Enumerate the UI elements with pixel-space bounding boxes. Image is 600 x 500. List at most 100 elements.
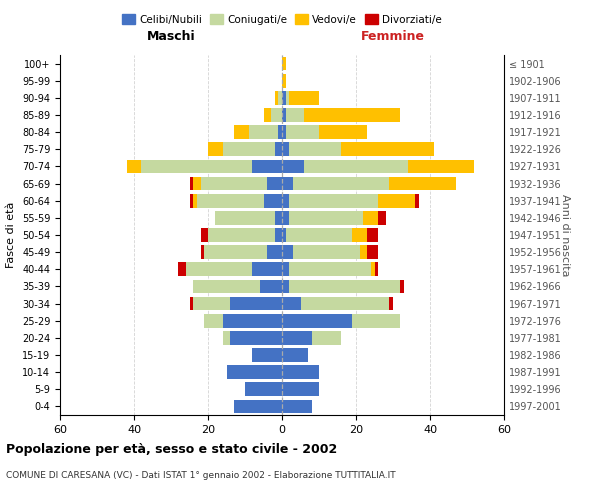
Bar: [127, 160, 142, 173]
Bar: [200, 228, 208, 242]
Text: COMUNE DI CARESANA (VC) - Dati ISTAT 1° gennaio 2002 - Elaborazione TUTTITALIA.I: COMUNE DI CARESANA (VC) - Dati ISTAT 1° …: [6, 471, 395, 480]
Bar: [230, 331, 282, 344]
Bar: [301, 296, 389, 310]
Bar: [200, 246, 204, 259]
Bar: [319, 126, 367, 139]
Bar: [178, 262, 186, 276]
Bar: [367, 246, 378, 259]
Bar: [282, 176, 293, 190]
Bar: [289, 280, 400, 293]
Bar: [190, 194, 193, 207]
Bar: [289, 194, 378, 207]
Legend: Celibi/Nubili, Coniugati/e, Vedovi/e, Divorziati/e: Celibi/Nubili, Coniugati/e, Vedovi/e, Di…: [118, 10, 446, 29]
Bar: [378, 211, 386, 224]
Bar: [200, 176, 267, 190]
Bar: [223, 314, 282, 328]
Bar: [223, 331, 230, 344]
Bar: [282, 160, 304, 173]
Bar: [275, 211, 282, 224]
Bar: [253, 160, 282, 173]
Bar: [415, 194, 419, 207]
Bar: [282, 228, 286, 242]
Bar: [364, 211, 378, 224]
Bar: [389, 176, 456, 190]
Bar: [352, 314, 400, 328]
Bar: [282, 314, 352, 328]
Bar: [275, 91, 278, 104]
Y-axis label: Fasce di età: Fasce di età: [7, 202, 16, 268]
Bar: [389, 296, 393, 310]
Bar: [275, 142, 282, 156]
Bar: [282, 74, 286, 88]
Bar: [289, 91, 319, 104]
Bar: [367, 228, 378, 242]
Bar: [282, 366, 319, 379]
Text: Maschi: Maschi: [146, 30, 196, 43]
Bar: [400, 280, 404, 293]
Bar: [352, 228, 367, 242]
Bar: [360, 246, 367, 259]
Bar: [142, 160, 253, 173]
Bar: [223, 142, 275, 156]
Text: Popolazione per età, sesso e stato civile - 2002: Popolazione per età, sesso e stato civil…: [6, 442, 337, 456]
Bar: [193, 194, 197, 207]
Bar: [263, 194, 282, 207]
Bar: [193, 176, 200, 190]
Bar: [286, 126, 319, 139]
Bar: [190, 296, 193, 310]
Bar: [282, 56, 286, 70]
Bar: [278, 91, 282, 104]
Bar: [193, 296, 230, 310]
Bar: [311, 331, 341, 344]
Bar: [282, 91, 286, 104]
Bar: [282, 194, 289, 207]
Bar: [230, 296, 282, 310]
Bar: [190, 176, 193, 190]
Bar: [271, 108, 282, 122]
Bar: [408, 160, 475, 173]
Text: Femmine: Femmine: [361, 30, 425, 43]
Bar: [341, 142, 434, 156]
Bar: [204, 314, 223, 328]
Y-axis label: Anni di nascita: Anni di nascita: [560, 194, 570, 276]
Bar: [289, 211, 364, 224]
Bar: [304, 160, 408, 173]
Bar: [234, 400, 282, 413]
Bar: [293, 176, 389, 190]
Bar: [378, 194, 415, 207]
Bar: [293, 246, 360, 259]
Bar: [245, 382, 282, 396]
Bar: [282, 262, 289, 276]
Bar: [278, 126, 282, 139]
Bar: [267, 246, 282, 259]
Bar: [193, 280, 260, 293]
Bar: [286, 91, 289, 104]
Bar: [208, 142, 223, 156]
Bar: [267, 176, 282, 190]
Bar: [197, 194, 263, 207]
Bar: [275, 228, 282, 242]
Bar: [253, 262, 282, 276]
Bar: [282, 246, 293, 259]
Bar: [227, 366, 282, 379]
Bar: [260, 280, 282, 293]
Bar: [204, 246, 267, 259]
Bar: [286, 228, 352, 242]
Bar: [215, 211, 275, 224]
Bar: [282, 126, 286, 139]
Bar: [286, 108, 304, 122]
Bar: [282, 296, 301, 310]
Bar: [282, 280, 289, 293]
Bar: [234, 126, 249, 139]
Bar: [282, 331, 311, 344]
Bar: [282, 348, 308, 362]
Bar: [208, 228, 275, 242]
Bar: [282, 400, 311, 413]
Bar: [186, 262, 253, 276]
Bar: [282, 142, 289, 156]
Bar: [374, 262, 378, 276]
Bar: [253, 348, 282, 362]
Bar: [249, 126, 278, 139]
Bar: [371, 262, 374, 276]
Bar: [304, 108, 400, 122]
